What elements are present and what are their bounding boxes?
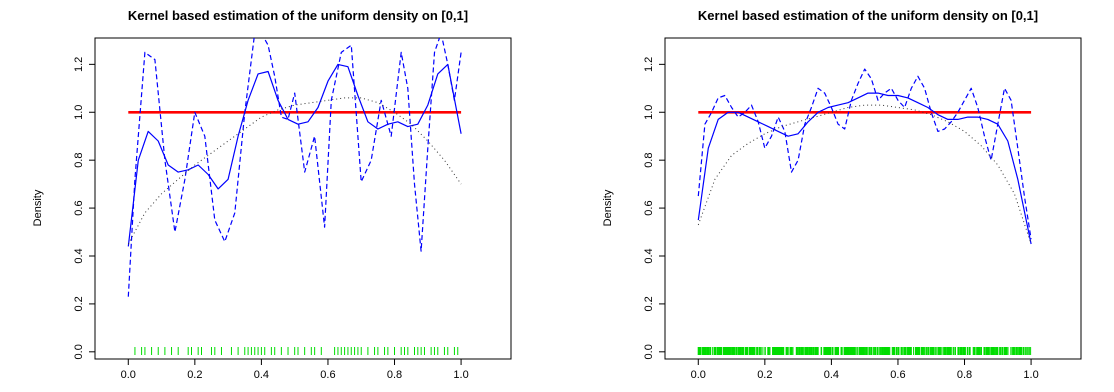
plot-frame — [94, 37, 512, 360]
y-tick-label: 1.0 — [73, 105, 85, 120]
x-tick-label: 0.8 — [957, 369, 972, 381]
y-tick-label: 0.0 — [73, 344, 85, 359]
y-tick-label: 0.4 — [643, 248, 655, 263]
y-tick-label: 0.2 — [643, 296, 655, 311]
chart-title: Kernel based estimation of the uniform d… — [128, 8, 468, 23]
y-tick-label: 0.6 — [73, 200, 85, 215]
x-tick-label: 0.0 — [121, 369, 136, 381]
plot-area — [127, 38, 462, 355]
chart-panel-right: Kernel based estimation of the uniform d… — [602, 8, 1082, 381]
x-tick-label: 1.0 — [1023, 369, 1038, 381]
estimate-dotted-line — [697, 104, 1032, 245]
x-tick-label: 1.0 — [453, 369, 468, 381]
estimate-solid-line — [697, 92, 1032, 245]
y-tick-label: 0.8 — [643, 153, 655, 168]
x-tick-label: 0.8 — [387, 369, 402, 381]
x-tick-label: 0.2 — [757, 369, 772, 381]
x-tick-label: 0.4 — [254, 369, 269, 381]
estimate-dashed-line — [127, 38, 462, 297]
y-tick-label: 0.2 — [73, 296, 85, 311]
y-tick-label: 1.0 — [643, 105, 655, 120]
y-axis-label: Density — [32, 189, 44, 226]
chart-panel-left: Kernel based estimation of the uniform d… — [32, 8, 512, 381]
estimate-dashed-line — [697, 68, 1032, 240]
y-tick-label: 1.2 — [643, 57, 655, 72]
x-tick-label: 0.6 — [320, 369, 335, 381]
x-tick-label: 0.2 — [187, 369, 202, 381]
y-axis-label: Density — [602, 189, 614, 226]
estimate-solid-line — [127, 63, 462, 247]
chart-title: Kernel based estimation of the uniform d… — [698, 8, 1038, 23]
x-tick-label: 0.6 — [890, 369, 905, 381]
y-tick-label: 0.6 — [643, 200, 655, 215]
estimate-dotted-line — [127, 97, 462, 245]
x-tick-label: 0.4 — [824, 369, 839, 381]
plot-frame — [664, 37, 1082, 360]
x-tick-label: 0.0 — [691, 369, 706, 381]
y-tick-label: 1.2 — [73, 57, 85, 72]
y-tick-label: 0.8 — [73, 153, 85, 168]
plot-area — [697, 68, 1032, 355]
y-tick-label: 0.4 — [73, 248, 85, 263]
y-tick-label: 0.0 — [643, 344, 655, 359]
